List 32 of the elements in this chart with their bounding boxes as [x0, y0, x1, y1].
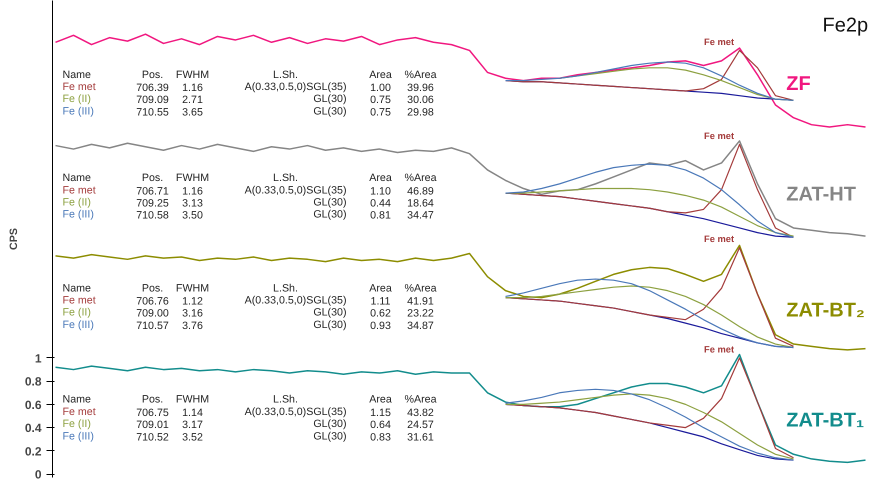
y-tick-label: 0.8 — [24, 374, 42, 389]
y-tick-label: 0.6 — [24, 398, 42, 412]
y-tick-label: 0 — [34, 468, 42, 481]
series-label: Fe met — [704, 234, 734, 244]
text: Fe met 706.75 1.14 A(0.33,0.5,0)SGL(35) 1.15 43.82 — [62, 406, 434, 419]
text: Fe2p — [822, 14, 868, 36]
series-label: Fe met — [704, 36, 734, 47]
text: Name Pos. FWHM L.Sh. Area %Area — [62, 282, 436, 294]
y-tick-label: 1 — [34, 351, 42, 366]
text: Fe (III) 710.57 3.76 GL(30) 0.93 34.87 — [62, 318, 434, 332]
text: Fe (III) 710.58 3.50 GL(30) 0.81 34.47 — [62, 208, 434, 222]
y-tick-label: 0.4 — [24, 421, 42, 436]
text: Fe met 706.71 1.16 A(0.33,0.5,0)SGL(35) 1.10 46.89 — [62, 184, 434, 198]
text: Fe met 706.39 1.16 A(0.33,0.5,0)SGL(35) 1.00 39.96 — [62, 80, 434, 94]
series-label: ZAT-HT — [786, 183, 856, 206]
text: Name Pos. FWHM L.Sh. Area %Area — [62, 68, 436, 81]
y-axis-title: CPS — [8, 228, 20, 250]
text: Fe (III) 710.52 3.52 GL(30) 0.83 31.61 — [62, 430, 434, 444]
text: Fe (II) 709.25 3.13 GL(30) 0.44 18.64 — [62, 196, 434, 210]
text: Name Pos. FWHM L.Sh. Area %Area — [62, 394, 436, 406]
series-label: Fe met — [704, 130, 734, 141]
text: Fe (II) 709.09 2.71 GL(30) 0.75 30.06 — [62, 93, 434, 106]
series-label: ZAT-BT₁ — [786, 410, 864, 432]
series-label: ZAT-BT₂ — [786, 299, 865, 322]
text: Fe (III) 710.55 3.65 GL(30) 0.75 29.98 — [62, 105, 434, 118]
text: Name Pos. FWHM L.Sh. Area %Area — [62, 172, 436, 184]
text: Fe (II) 709.00 3.16 GL(30) 0.62 23.22 — [62, 306, 434, 320]
y-tick-label: 0.2 — [24, 444, 42, 458]
series-label: Fe met — [704, 344, 734, 354]
text: Fe met 706.76 1.12 A(0.33,0.5,0)SGL(35) 1.11 41.91 — [62, 294, 434, 308]
text: Fe (II) 709.01 3.17 GL(30) 0.64 24.57 — [62, 418, 434, 432]
series-label: ZF — [786, 73, 811, 96]
